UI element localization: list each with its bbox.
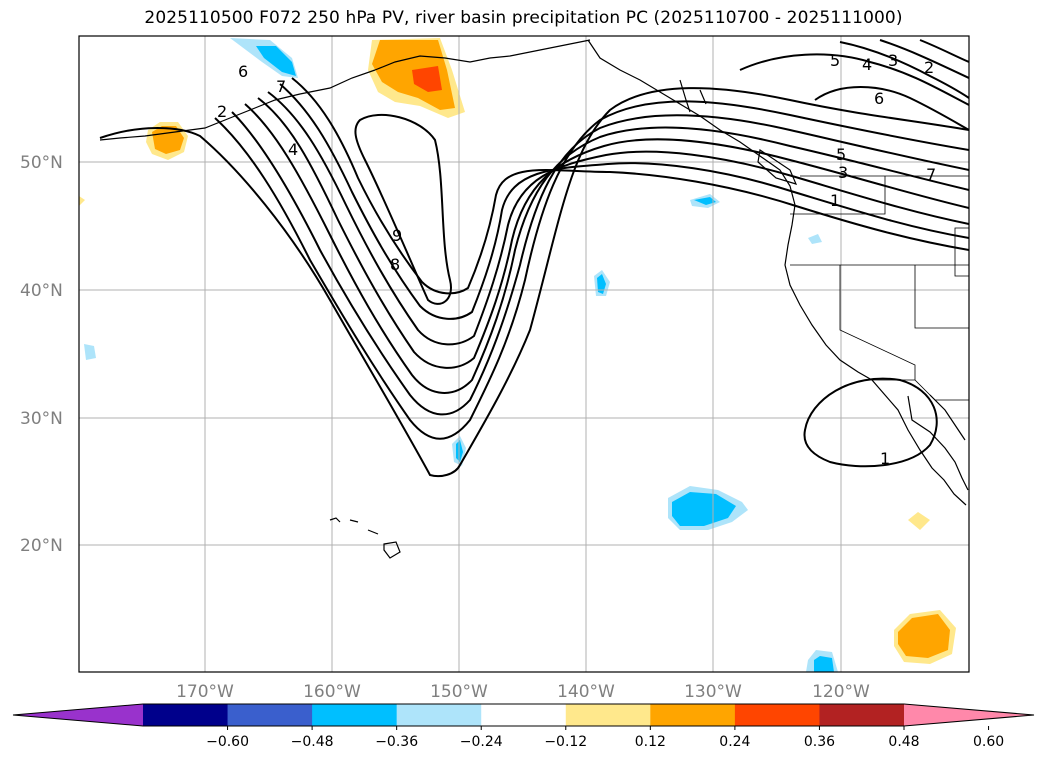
lon-label: 130°W xyxy=(684,682,742,702)
lat-label: 40°N xyxy=(20,281,63,301)
colorbar-extend-high xyxy=(904,704,1034,726)
precip-negative-area xyxy=(256,46,296,76)
lat-label: 20°N xyxy=(20,536,63,556)
colorbar-tick-label: −0.12 xyxy=(544,734,587,750)
precip-negative-area xyxy=(694,197,716,205)
colorbar-swatch xyxy=(312,704,398,726)
contour-label: 4 xyxy=(862,55,872,74)
map-plot-area: 6 7 2 4 9 8 5 4 3 2 6 5 3 1 7 1 xyxy=(79,36,969,672)
colorbar-tick-label: 0.24 xyxy=(719,734,750,750)
precip-shading xyxy=(79,38,956,672)
colorbar-tick-label: −0.36 xyxy=(375,734,418,750)
colorbar: −0.60 −0.48 −0.36 −0.24 −0.12 0.12 0.24 0.36 0.4… xyxy=(12,703,1035,750)
contour-label: 2 xyxy=(924,58,934,77)
contour-label: 9 xyxy=(392,226,402,245)
longitude-labels: 170°W 160°W 150°W 140°W 130°W 120°W xyxy=(176,682,870,702)
lon-label: 120°W xyxy=(812,682,870,702)
coastlines xyxy=(99,39,969,559)
map-frame xyxy=(78,35,970,673)
precip-positive-area xyxy=(908,512,930,530)
precip-negative-area xyxy=(597,274,606,294)
contour-label: 6 xyxy=(874,89,884,108)
precip-negative-area xyxy=(814,656,834,672)
colorbar-swatch xyxy=(227,704,313,726)
graticule xyxy=(79,36,969,672)
lat-label: 30°N xyxy=(20,409,63,429)
map-title: 2025110500 F072 250 hPa PV, river basin … xyxy=(144,8,903,28)
colorbar-tick-label: 0.12 xyxy=(635,734,666,750)
colorbar-swatch xyxy=(481,704,567,726)
pv-contours xyxy=(99,39,969,478)
colorbar-swatch xyxy=(143,704,229,726)
lon-label: 140°W xyxy=(557,682,615,702)
colorbar-tick-label: −0.24 xyxy=(460,734,503,750)
pv-contour-labels: 6 7 2 4 9 8 5 4 3 2 6 5 3 1 7 1 xyxy=(217,51,936,468)
contour-label: 1 xyxy=(830,191,840,210)
colorbar-tick-label: 0.48 xyxy=(888,734,919,750)
lon-label: 170°W xyxy=(176,682,234,702)
contour-label: 3 xyxy=(888,51,898,70)
precip-positive-area xyxy=(412,66,442,92)
contour-label: 1 xyxy=(880,449,890,468)
contour-label: 3 xyxy=(838,163,848,182)
colorbar-swatch xyxy=(565,704,651,726)
contour-label: 5 xyxy=(836,145,846,164)
precip-positive-area xyxy=(898,614,950,658)
contour-label: 6 xyxy=(238,62,248,81)
contour-label: 5 xyxy=(830,51,840,70)
contour-label: 2 xyxy=(217,102,227,121)
precip-negative-area xyxy=(672,492,736,526)
contour-label: 8 xyxy=(390,255,400,274)
contour-label: 4 xyxy=(288,140,298,159)
contour-label: 7 xyxy=(926,165,936,184)
contour-label: 7 xyxy=(276,77,286,96)
precip-positive-area xyxy=(152,126,184,154)
latitude-labels: 50°N 40°N 30°N 20°N xyxy=(20,153,63,556)
colorbar-swatch xyxy=(734,704,820,726)
colorbar-outline xyxy=(12,703,1035,727)
colorbar-swatch xyxy=(650,704,736,726)
colorbar-tick-label: 0.60 xyxy=(973,734,1004,750)
colorbar-tick-label: −0.48 xyxy=(291,734,334,750)
colorbar-tick-label: 0.36 xyxy=(804,734,835,750)
lat-label: 50°N xyxy=(20,153,63,173)
colorbar-tick-label: −0.60 xyxy=(206,734,249,750)
colorbar-extend-low xyxy=(13,704,143,726)
colorbar-swatch xyxy=(396,704,482,726)
colorbar-swatch xyxy=(819,704,905,726)
lon-label: 160°W xyxy=(303,682,361,702)
lon-label: 150°W xyxy=(430,682,488,702)
political-borders xyxy=(790,175,969,401)
